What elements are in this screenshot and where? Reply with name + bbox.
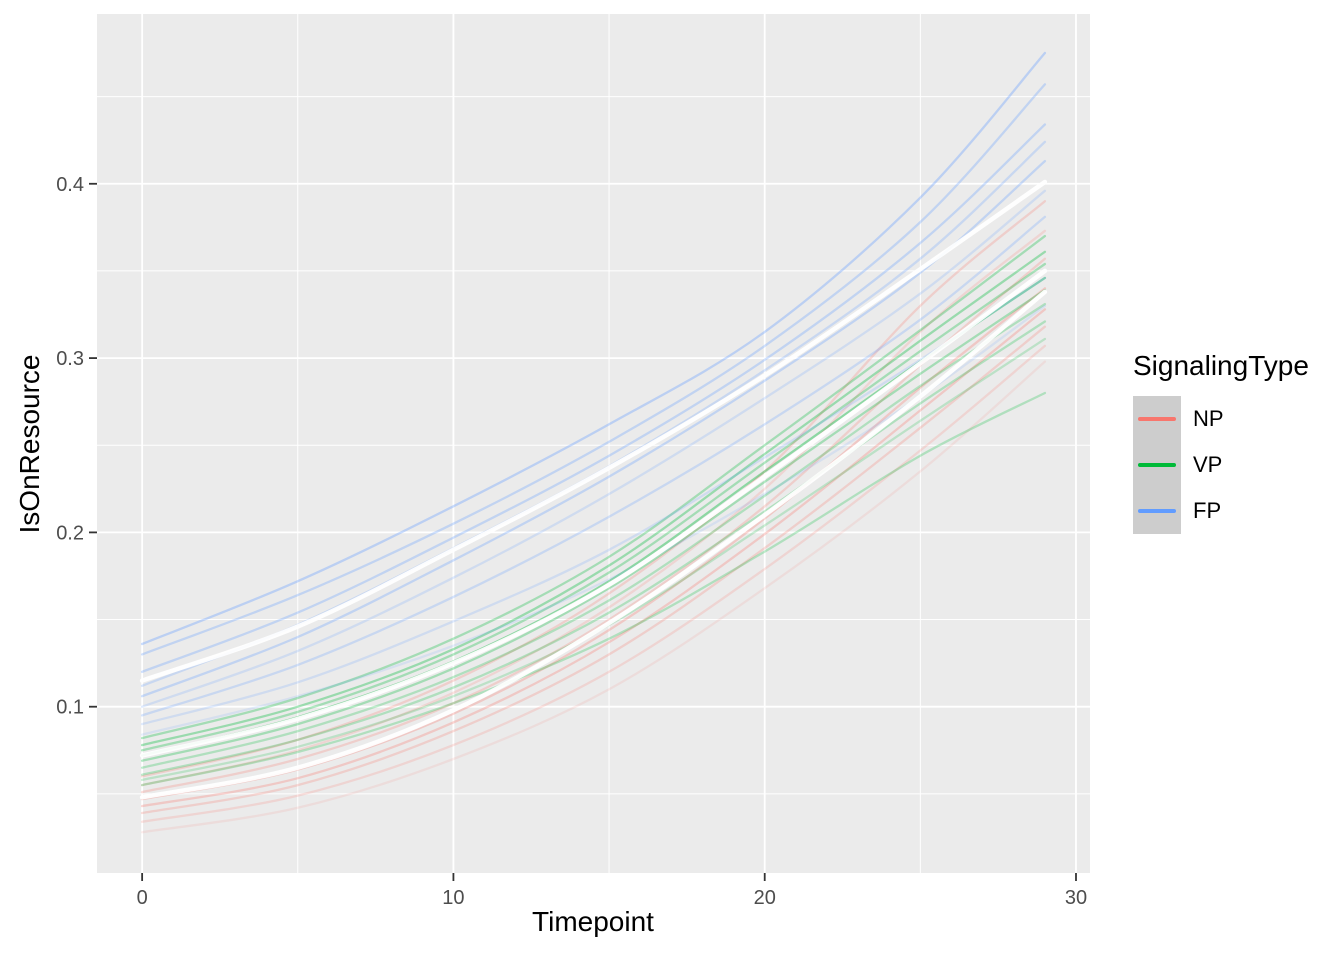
x-tick-label: 10: [442, 887, 464, 909]
x-tick-label: 0: [137, 887, 148, 909]
legend-swatch-vp: [1138, 463, 1176, 467]
y-tick-label: 0.1: [56, 697, 84, 719]
legend-item-np: NP: [1133, 396, 1309, 442]
mean-line-vp: [139, 268, 1048, 758]
series-line-fp: [140, 276, 1047, 726]
series-line-vp: [140, 234, 1047, 740]
x-tick-label: 20: [754, 887, 776, 909]
gridlines: [97, 14, 1090, 873]
legend-items: NP VP FP: [1133, 396, 1309, 534]
legend-key: [1133, 442, 1181, 488]
series-line-vp: [140, 288, 1047, 762]
legend-item-label: FP: [1193, 498, 1222, 523]
series-line-fp: [140, 189, 1047, 708]
mean-line-np: [139, 289, 1048, 800]
axis-ticks: 0 10 20 30 0.1 0.2 0.3 0.4: [56, 174, 1087, 909]
legend-key: [1133, 488, 1181, 534]
series-line-np: [140, 360, 1047, 834]
y-axis-title: IsOnResource: [14, 354, 45, 534]
y-tick-label: 0.4: [56, 174, 84, 196]
series-line-fp: [140, 123, 1047, 673]
series-line-np: [140, 200, 1047, 778]
series-line-np: [140, 344, 1047, 823]
series-line-vp: [140, 262, 1047, 752]
series-line-fp: [140, 159, 1047, 698]
legend-title: SignalingType: [1133, 350, 1309, 381]
x-tick-label: 30: [1065, 887, 1087, 909]
legend-swatch-np: [1138, 417, 1176, 421]
series-line-fp: [140, 51, 1047, 646]
series-line-vp: [140, 320, 1047, 776]
series-line-fp: [140, 215, 1047, 717]
series-line-np: [140, 308, 1047, 808]
y-tick-label: 0.2: [56, 522, 84, 544]
series-line-vp: [140, 250, 1047, 747]
mean-line-fp: [139, 179, 1048, 683]
y-tick-label: 0.3: [56, 348, 84, 370]
legend-item-vp: VP: [1133, 442, 1309, 488]
x-axis-title: Timepoint: [532, 906, 654, 937]
legend-item-label: NP: [1193, 406, 1224, 431]
series-line-vp: [140, 391, 1047, 787]
legend-item-fp: FP: [1133, 488, 1309, 534]
series-line-np: [140, 325, 1047, 815]
series-line-fp: [140, 83, 1047, 656]
series-lines: [139, 51, 1048, 834]
series-line-np: [140, 229, 1047, 787]
series-line-vp: [140, 302, 1047, 769]
legend-item-label: VP: [1193, 452, 1223, 477]
legend: SignalingType NP VP FP: [1133, 352, 1309, 534]
legend-swatch-fp: [1138, 509, 1176, 513]
legend-key: [1133, 396, 1181, 442]
